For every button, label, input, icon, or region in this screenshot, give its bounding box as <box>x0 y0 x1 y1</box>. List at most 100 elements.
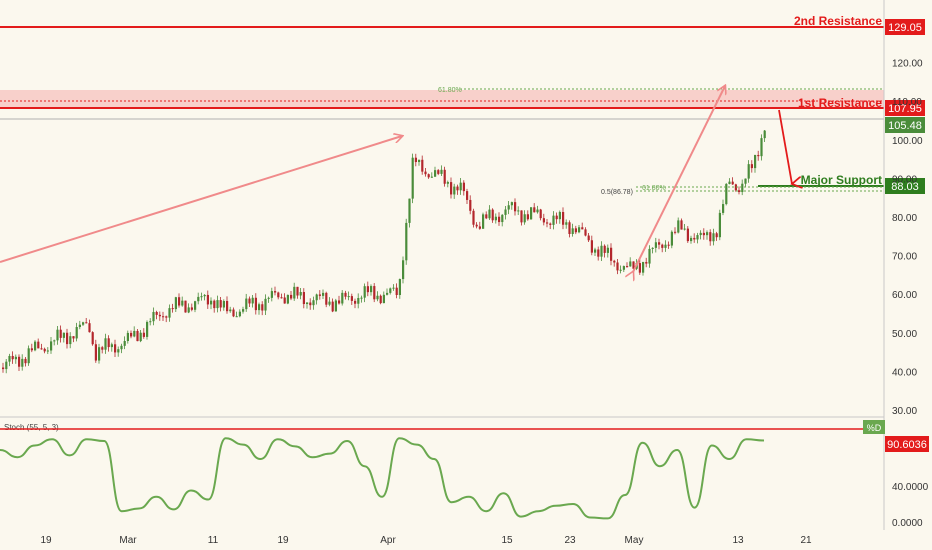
candle-body <box>546 222 549 224</box>
candle-body <box>187 307 190 313</box>
candle-body <box>683 228 686 230</box>
candle-body <box>469 199 472 211</box>
candle-body <box>328 301 331 305</box>
candle-body <box>526 214 529 220</box>
candle-body <box>370 286 373 293</box>
candle-body <box>718 212 721 238</box>
candle-body <box>504 209 507 215</box>
candle-body <box>629 261 632 267</box>
price-tick-label: 80.00 <box>892 213 917 224</box>
candle-body <box>34 341 37 351</box>
candle-body <box>94 344 97 361</box>
candle-body <box>210 300 213 305</box>
resistance1-label: 1st Resistance <box>798 96 882 110</box>
candle-body <box>587 235 590 241</box>
candle-body <box>520 210 523 223</box>
candle-body <box>491 209 494 221</box>
candle-body <box>568 222 571 234</box>
candle-body <box>357 298 360 304</box>
candle-body <box>82 322 85 325</box>
resistance2-label: 2nd Resistance <box>794 14 882 28</box>
trend-arrow-long <box>0 136 402 263</box>
candle-body <box>277 292 280 298</box>
candle-body <box>363 286 366 298</box>
candle-body <box>117 349 120 353</box>
candle-body <box>146 321 149 337</box>
candle-body <box>366 286 369 293</box>
candle-body <box>517 210 520 212</box>
candle-body <box>120 345 123 350</box>
resistance2-badge: 129.05 <box>885 19 925 35</box>
last-price: 105.48 <box>888 120 922 132</box>
candle-body <box>267 297 270 299</box>
candle-body <box>37 341 40 349</box>
candle-body <box>530 207 533 220</box>
candle-body <box>731 181 734 185</box>
candle-body <box>165 316 168 318</box>
candle-body <box>203 294 206 297</box>
candle-body <box>18 356 21 367</box>
candle-body <box>619 269 622 271</box>
candle-body <box>373 286 376 300</box>
candle-body <box>315 294 318 301</box>
candle-body <box>101 347 104 350</box>
candle-body <box>440 169 443 174</box>
candle-body <box>283 297 286 304</box>
x-tick-label: 11 <box>208 535 219 546</box>
candle-body <box>85 322 88 324</box>
candle-body <box>606 247 609 253</box>
candle-body <box>235 316 238 318</box>
candle-body <box>405 222 408 261</box>
candle-body <box>542 218 545 223</box>
candle-body <box>402 260 405 280</box>
candle-body <box>232 309 235 317</box>
candle-body <box>341 292 344 304</box>
candle-body <box>648 248 651 264</box>
candle-body <box>539 209 542 219</box>
candle-body <box>142 332 145 337</box>
candle-body <box>264 298 267 311</box>
candle-body <box>78 324 81 328</box>
candle-body <box>472 210 475 225</box>
candle-body <box>434 170 437 177</box>
candle-body <box>11 355 14 360</box>
candle-body <box>190 307 193 310</box>
candle-body <box>389 288 392 293</box>
x-tick-label: May <box>625 535 644 546</box>
candle-body <box>155 311 158 315</box>
candle-body <box>344 292 347 297</box>
x-tick-label: 21 <box>800 535 812 546</box>
candle-body <box>747 164 750 179</box>
candle-body <box>293 286 296 299</box>
candle-body <box>126 332 129 342</box>
x-tick-label: Mar <box>119 535 137 546</box>
candle-body <box>558 211 561 220</box>
candle-body <box>424 171 427 175</box>
candle-body <box>744 178 747 184</box>
resistance1-badge: 107.95 <box>885 100 925 116</box>
candle-body <box>763 130 766 139</box>
stoch-series-line <box>0 437 765 520</box>
candle-body <box>274 291 277 293</box>
candle-body <box>485 214 488 219</box>
x-tick-label: 23 <box>564 535 576 546</box>
candle-body <box>216 300 219 309</box>
candle-body <box>46 350 49 352</box>
price-tick-label: 50.00 <box>892 329 917 340</box>
candle-body <box>88 323 91 333</box>
candle-body <box>392 287 395 289</box>
candle-body <box>709 232 712 242</box>
price-tick-label: 120.00 <box>892 59 923 70</box>
candle-body <box>229 309 232 312</box>
candle-body <box>130 332 133 337</box>
candle-body <box>466 191 469 200</box>
candle-body <box>386 292 389 295</box>
candle-body <box>600 245 603 257</box>
candle-body <box>123 341 126 346</box>
candle-body <box>395 287 398 296</box>
candle-body <box>594 249 597 253</box>
candle-body <box>302 292 305 305</box>
candle-body <box>174 297 177 310</box>
candle-body <box>14 356 17 360</box>
